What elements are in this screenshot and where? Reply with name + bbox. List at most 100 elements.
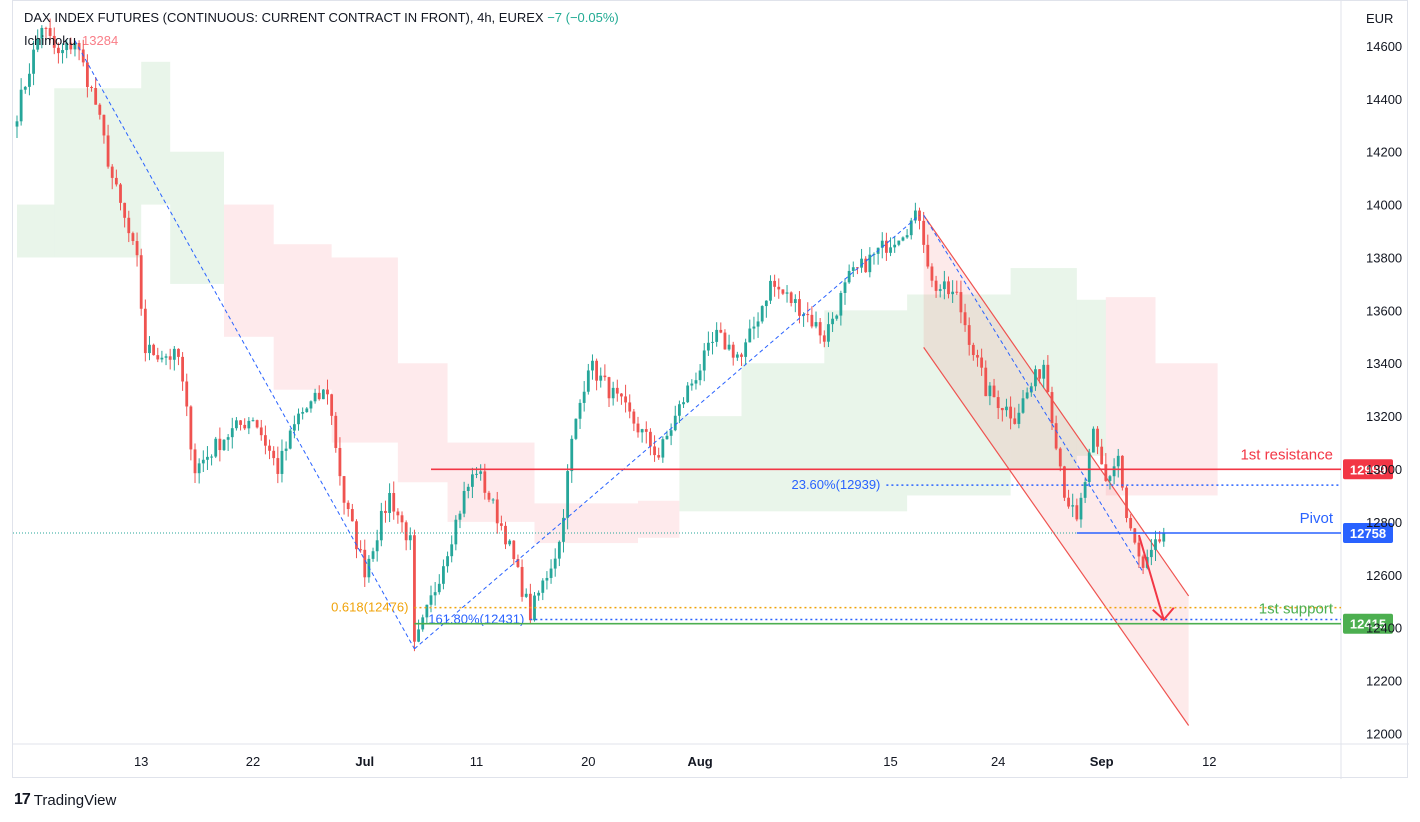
ichimoku-cloud-segment <box>1155 363 1218 496</box>
x-tick-label: 24 <box>991 754 1005 769</box>
candle-body <box>94 88 98 105</box>
candle-body <box>781 289 785 294</box>
candle-body <box>404 522 408 541</box>
candle-body <box>1154 539 1157 550</box>
candle-body <box>1034 369 1037 387</box>
candle-body <box>814 322 818 327</box>
indicator-name[interactable]: Ichimoku <box>24 33 77 48</box>
candle-body <box>1120 455 1124 488</box>
candle-body <box>694 380 698 384</box>
x-tick-label: Sep <box>1090 754 1114 769</box>
symbol-title[interactable]: DAX INDEX FUTURES (CONTINUOUS: CURRENT C… <box>24 10 544 25</box>
candle-body <box>686 385 690 403</box>
candle-body <box>156 355 160 360</box>
candle-body <box>284 448 288 451</box>
candle-body <box>690 383 694 386</box>
candle-body <box>19 89 23 122</box>
candle-body <box>218 438 222 451</box>
indicator-legend[interactable]: Ichimoku 13284 <box>24 33 118 48</box>
candle-body <box>313 392 317 402</box>
candle-body <box>773 280 777 287</box>
candle-body <box>1162 532 1166 542</box>
level-name-label: 1st support <box>1259 601 1334 618</box>
price-axis-badge-text: 12758 <box>1350 526 1386 541</box>
forecast-arrow-head-icon <box>1152 607 1175 622</box>
candle-body <box>152 344 156 356</box>
trend-line-2[interactable] <box>414 214 920 650</box>
y-tick-label: 13400 <box>1366 356 1402 371</box>
candle-body <box>1046 364 1050 393</box>
candle-body <box>127 217 131 234</box>
candle-body <box>239 420 242 425</box>
y-tick-label: 13600 <box>1366 303 1402 318</box>
ichimoku-cloud-segment <box>447 442 535 522</box>
candle-body <box>673 415 677 431</box>
candle-body <box>413 535 416 642</box>
candle-body <box>632 411 636 424</box>
candle-body <box>197 463 201 474</box>
candle-body <box>384 510 387 513</box>
candle-body <box>897 240 901 245</box>
ichimoku-cloud-segment <box>1076 299 1106 456</box>
candle-body <box>847 270 851 283</box>
candle-body <box>901 237 905 241</box>
candle-body <box>143 308 147 354</box>
candle-body <box>1071 505 1075 507</box>
tradingview-logo-icon: 17 <box>14 791 31 808</box>
candle-body <box>839 292 843 316</box>
candle-body <box>392 493 396 512</box>
indicator-value: 13284 <box>82 33 119 48</box>
candle-body <box>379 510 383 541</box>
ichimoku-cloud-segment <box>397 363 448 483</box>
candle-body <box>309 401 313 409</box>
candle-body <box>628 402 632 412</box>
y-tick-label: 13200 <box>1366 409 1402 424</box>
candle-body <box>582 391 586 403</box>
candle-body <box>69 42 73 50</box>
candle-body <box>1116 455 1120 467</box>
brand[interactable]: 17 TradingView <box>14 791 116 809</box>
candle-body <box>611 387 615 399</box>
forecast-arrow-shaft <box>1137 534 1165 621</box>
y-tick-label: 14400 <box>1366 92 1402 107</box>
candle-body <box>214 438 218 457</box>
candle-body <box>268 445 271 451</box>
candle-body <box>860 258 863 268</box>
candle-body <box>889 247 892 253</box>
candle-body <box>727 344 731 350</box>
ichimoku-cloud-segment <box>170 151 224 284</box>
candle-body <box>85 62 89 87</box>
candle-body <box>806 314 810 316</box>
candle-body <box>106 135 110 167</box>
candle-body <box>711 341 714 343</box>
candle-body <box>653 446 656 456</box>
ichimoku-cloud-segment <box>273 244 332 390</box>
candle-body <box>661 439 665 458</box>
candle-body <box>487 492 491 500</box>
candle-body <box>586 370 590 392</box>
candle-body <box>172 348 176 360</box>
candle-body <box>185 381 189 407</box>
candle-body <box>764 300 768 307</box>
candle-body <box>206 456 209 460</box>
candle-body <box>976 355 979 358</box>
candle-body <box>1079 497 1083 520</box>
candle-body <box>114 177 118 185</box>
candle-body <box>450 544 454 557</box>
candle-body <box>831 318 834 325</box>
candle-body <box>922 220 926 245</box>
ichimoku-cloud-segment <box>331 257 398 443</box>
candle-body <box>305 408 309 413</box>
candle-body <box>851 267 855 271</box>
x-tick-label: 12 <box>1202 754 1216 769</box>
candle-body <box>433 592 437 596</box>
candle-body <box>545 577 549 581</box>
candle-body <box>570 438 574 472</box>
candle-body <box>996 397 1000 409</box>
candle-body <box>1087 452 1091 483</box>
candle-body <box>843 282 847 293</box>
y-tick-label: 12600 <box>1366 568 1402 583</box>
chart-canvas[interactable]: 23.60%(12939) 0.618(12476) 161.80%(12431) 1… <box>13 1 1409 779</box>
candle-body <box>640 429 644 433</box>
channel-lower-line[interactable] <box>923 347 1190 726</box>
